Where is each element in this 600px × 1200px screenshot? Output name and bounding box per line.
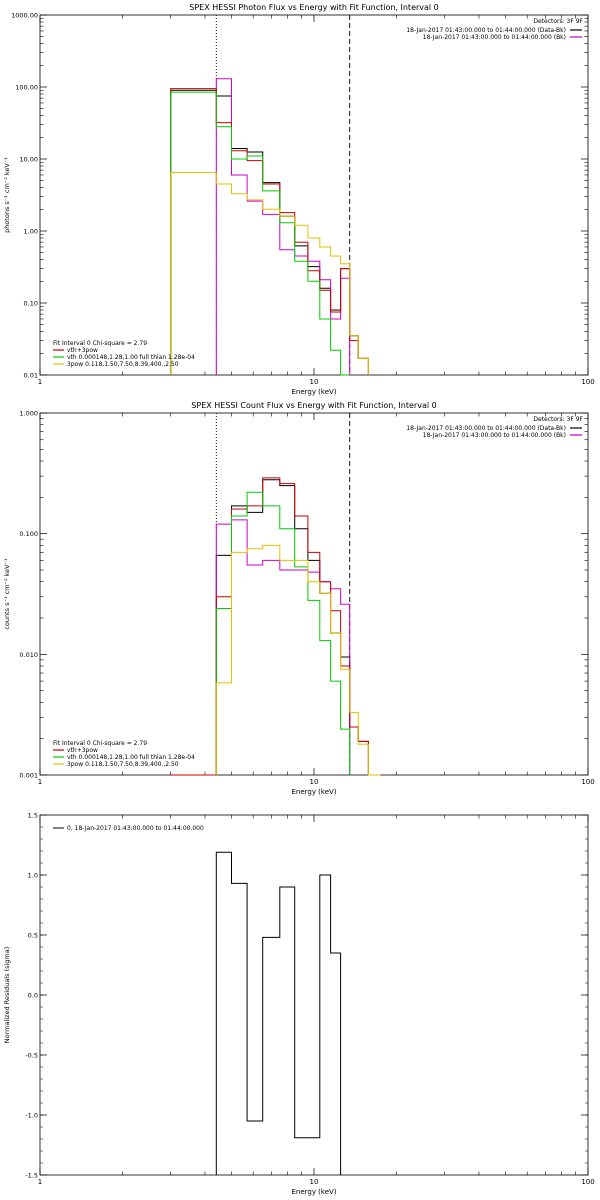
legend-entry-label: 18-Jan-2017 01:43:00.000 to 01:44:00.000… <box>406 425 566 432</box>
legend-header: Fit Interval 0 Chi-square = 2.79 <box>53 340 147 347</box>
x-tick-label: 100 <box>581 1178 594 1186</box>
series-line-data-bk <box>170 479 381 776</box>
y-tick-label: 0.01 <box>24 372 38 380</box>
legend-entry-label: vth+3pow <box>67 347 98 354</box>
legend-entry-label: vth 0.000148,1.28,1.00 full thian 1.28e-… <box>67 754 195 761</box>
chart-title: SPEX HESSI Photon Flux vs Energy with Fi… <box>189 3 439 12</box>
y-tick-label: 1.5 <box>28 812 38 820</box>
y-tick-label: 0.10 <box>24 300 38 308</box>
legend-top-right: Detectors: 3F 9F 18-Jan-2017 01:43:00.000… <box>406 18 583 41</box>
y-axis-label: Normalized Residuals (sigma) <box>3 947 11 1044</box>
series-line-bk <box>215 519 351 775</box>
y-tick-label: 0.0 <box>28 992 38 1000</box>
x-tick-label: 100 <box>581 378 594 386</box>
x-tick-label: 1 <box>38 378 42 386</box>
y-tick-label: 0.5 <box>28 932 38 940</box>
series-line-vth <box>170 91 350 376</box>
legend-header: Detectors: 3F 9F <box>533 416 583 423</box>
legend-entry-label: vth 0.000148,1.28,1.00 full thian 1.28e-… <box>67 354 195 361</box>
y-tick-label: 1.000 <box>19 410 38 418</box>
legend-entry-label: vth+3pow <box>67 747 98 754</box>
y-tick-label: 0.100 <box>19 530 38 538</box>
chart-title: SPEX HESSI Count Flux vs Energy with Fit… <box>191 401 436 410</box>
chart-panel-2: SPEX HESSI Count Flux vs Energy with Fit… <box>3 401 595 796</box>
y-tick-label: -0.5 <box>25 1052 38 1060</box>
series-line-vth-3pow <box>170 88 369 375</box>
plot-frame <box>39 412 589 776</box>
legend-entry-label: 18-Jan-2017 01:43:00.000 to 01:44:00.000… <box>423 432 566 439</box>
series-line-0-18-jan-2017-01-43-00-000-to-01-44-00-000 <box>215 851 342 1175</box>
y-axis-label: photons s⁻¹ cm⁻² keV⁻¹ <box>3 157 11 233</box>
legend-bottom-left: Fit Interval 0 Chi-square = 2.79vth+3pow… <box>53 340 195 368</box>
y-tick-label: 10.00 <box>19 156 38 164</box>
x-axis-label: Energy (keV) <box>291 388 336 396</box>
series-line-vth-3pow <box>170 477 381 776</box>
x-tick-label: 100 <box>581 778 594 786</box>
x-tick-label: 1 <box>38 1178 42 1186</box>
y-tick-label: 100.00 <box>15 84 38 92</box>
y-tick-label: 0.001 <box>19 772 38 780</box>
legend-top-left: 0, 18-Jan-2017 01:43:00.000 to 01:44:00.… <box>53 825 204 832</box>
x-tick-label: 1 <box>38 778 42 786</box>
y-tick-label: -1.0 <box>25 1112 38 1120</box>
legend-entry-label: 3pow 0.118,1.50,7.50,8.39,400.,2.50 <box>67 361 179 368</box>
plot-frame <box>39 814 589 1176</box>
legend-top-right: Detectors: 3F 9F 18-Jan-2017 01:43:00.000… <box>406 416 583 439</box>
plot-frame <box>39 14 589 376</box>
y-tick-label: 1.0 <box>28 872 38 880</box>
x-axis-label: Energy (keV) <box>291 788 336 796</box>
series-line-data-bk <box>170 89 369 375</box>
y-tick-label: -1.5 <box>25 1172 38 1180</box>
x-tick-label: 10 <box>310 378 319 386</box>
x-tick-label: 10 <box>310 778 319 786</box>
legend-entry-label: 18-Jan-2017 01:43:00.000 to 01:44:00.000… <box>423 34 566 41</box>
y-tick-label: 0.010 <box>19 651 38 659</box>
y-axis-label: counts s⁻¹ cm⁻² keV⁻¹ <box>3 558 11 630</box>
x-tick-label: 10 <box>310 1178 319 1186</box>
series-line-3pow <box>170 172 369 375</box>
legend-entry-label: 3pow 0.118,1.50,7.50,8.39,400.,2.50 <box>67 761 179 768</box>
legend-header: Fit Interval 0 Chi-square = 2.79 <box>53 740 147 747</box>
legend-bottom-left: Fit Interval 0 Chi-square = 2.79vth+3pow… <box>53 740 195 768</box>
series-line-bk <box>215 78 351 375</box>
chart-panel-1: SPEX HESSI Photon Flux vs Energy with Fi… <box>3 3 595 396</box>
y-tick-label: 1000.00 <box>11 12 38 20</box>
legend-entry-label: 0, 18-Jan-2017 01:43:00.000 to 01:44:00.… <box>67 825 204 832</box>
series-line-3pow <box>215 544 381 776</box>
legend-entry-label: 18-Jan-2017 01:43:00.000 to 01:44:00.000… <box>406 27 566 34</box>
chart-panel-3: 1 10 100 Energy (keV) -1.5 -1.0 -0.5 0.0 0.5 1.0 1… <box>3 812 595 1197</box>
x-axis-label: Energy (keV) <box>291 1188 336 1196</box>
y-tick-label: 1.00 <box>24 228 38 236</box>
series-line-vth <box>215 491 351 775</box>
legend-header: Detectors: 3F 9F <box>533 18 583 25</box>
